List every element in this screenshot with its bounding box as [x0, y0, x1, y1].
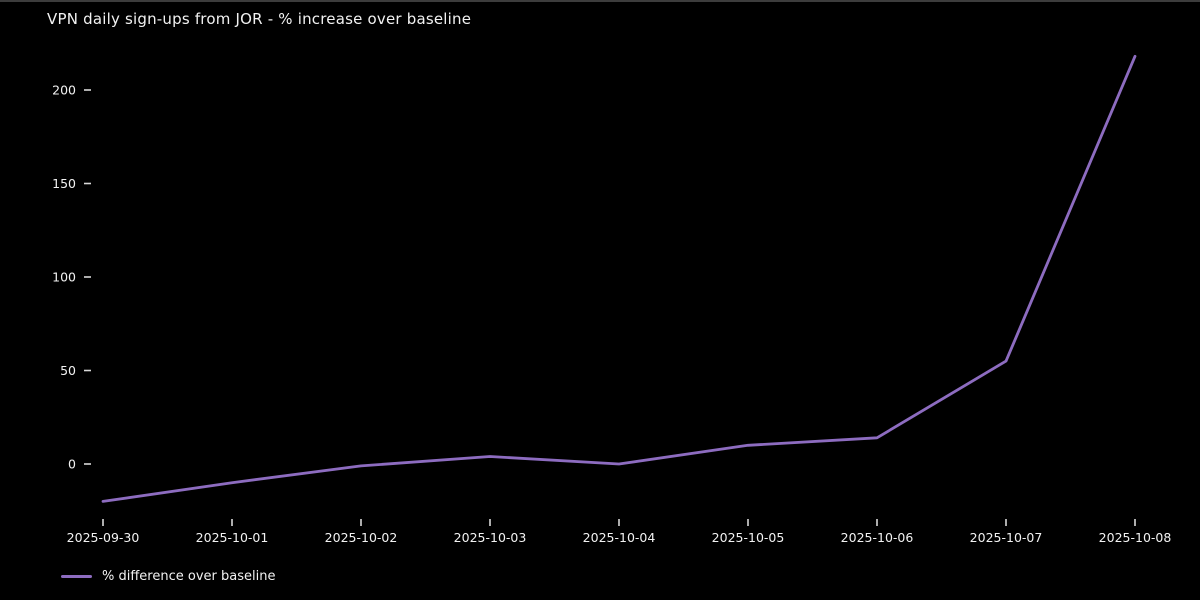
legend: % difference over baseline: [61, 569, 275, 584]
x-tick-label: 2025-10-06: [841, 530, 914, 545]
data-line: [101, 54, 1137, 503]
x-tick-label: 2025-10-07: [970, 530, 1043, 545]
x-tick-label: 2025-10-01: [196, 530, 269, 545]
window-top-edge: [0, 0, 1200, 2]
x-tick-label: 2025-09-30: [67, 530, 140, 545]
x-tick-label: 2025-10-03: [454, 530, 527, 545]
y-tick-label: 50: [60, 363, 76, 378]
y-tick-label: 0: [68, 457, 76, 472]
legend-line-swatch: [61, 575, 92, 578]
x-tick-label: 2025-10-04: [583, 530, 656, 545]
y-tick-label: 100: [52, 270, 76, 285]
chart-title: VPN daily sign-ups from JOR - % increase…: [47, 10, 472, 28]
legend-label: % difference over baseline: [102, 569, 276, 584]
y-tick-label: 200: [52, 83, 76, 98]
x-tick-label: 2025-10-02: [325, 530, 398, 545]
x-tick-label: 2025-10-08: [1099, 530, 1172, 545]
y-tick-label: 150: [52, 176, 76, 191]
x-tick-label: 2025-10-05: [712, 530, 785, 545]
